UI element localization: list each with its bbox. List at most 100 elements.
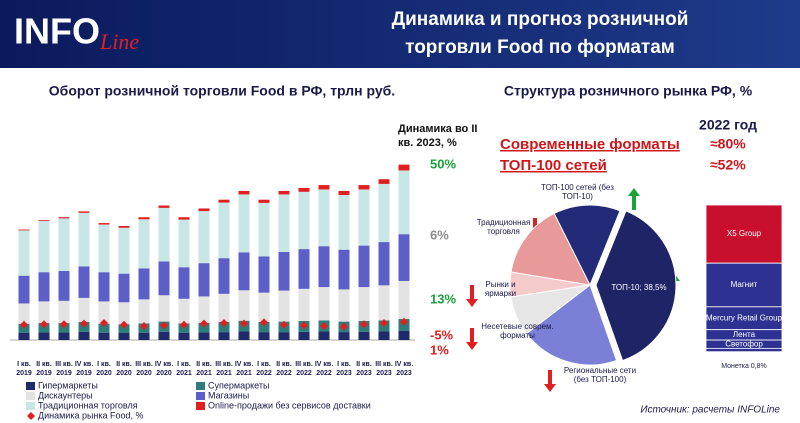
dynamics-marker [320, 322, 328, 330]
bar-segment [118, 332, 130, 340]
dynamics-marker [240, 319, 248, 328]
highlight-value: ≈52% [710, 157, 746, 173]
legend-label: Дискаунтеры [38, 390, 93, 400]
segment-label: Mercury Retail Group [706, 313, 783, 322]
x-tick-label: III кв. 2019 [55, 361, 73, 377]
dynamics-marker [120, 320, 128, 329]
segment-label: Монетка 0,8% [721, 363, 767, 370]
bar-segment [178, 298, 190, 324]
bar-segment [178, 332, 190, 340]
column-segment [705, 262, 783, 308]
x-tick-label: I кв. 2022 [256, 361, 272, 377]
bar-segment [318, 185, 330, 190]
bar-segment [78, 211, 90, 213]
bar-segment [58, 332, 70, 340]
bar-segment [58, 217, 70, 219]
bar-segment [138, 299, 150, 324]
bar-segment [98, 224, 110, 273]
dynamics-marker [340, 322, 348, 331]
segment-label: Магнит [731, 280, 758, 289]
dynamics-marker [400, 317, 408, 326]
pie-slice [510, 212, 591, 286]
bar-segment [58, 218, 70, 272]
highlight-value: ≈80% [710, 136, 746, 152]
x-tick-label: I кв. 2023 [336, 361, 352, 377]
bar-segment [78, 266, 90, 298]
x-tick-label: I кв. 2019 [16, 361, 32, 377]
bar-segment [198, 263, 210, 297]
bar-segment [258, 292, 270, 322]
bar-segment [298, 331, 310, 340]
bar-segment [238, 252, 250, 291]
dynamics-marker [40, 320, 48, 329]
bar-segment [278, 194, 290, 253]
bar-segment [378, 285, 390, 321]
bar-segment [98, 301, 110, 324]
x-tick-label: II кв. 2021 [196, 361, 212, 377]
bar-segment [98, 223, 110, 225]
slice-label: Традиционная торговля [476, 218, 531, 236]
bar-segment [378, 331, 390, 340]
bar-segment [238, 290, 250, 321]
bar-segment [378, 183, 390, 243]
bar-segment [218, 293, 230, 322]
pie-slice [553, 204, 621, 287]
bar-segment [398, 330, 410, 340]
x-tick-label: II кв. 2020 [116, 361, 132, 377]
bar-segment [58, 271, 70, 301]
bar-segment [178, 267, 190, 299]
dynamics-marker [300, 321, 308, 330]
bar-segment [358, 245, 370, 288]
dynamics-marker [180, 320, 188, 329]
segment-label: X5 Group [727, 229, 762, 238]
chart-title: Структура розничного рынка РФ, % [504, 83, 753, 99]
bar-segment [398, 164, 410, 171]
bar-segment [138, 332, 150, 340]
bar-segment [138, 219, 150, 269]
pie-slice [595, 210, 677, 362]
bar-segment [38, 301, 50, 324]
highlight-label: Современные форматы [500, 136, 680, 153]
legend-swatch [27, 412, 35, 420]
dynamics-marker [260, 318, 268, 327]
bar-segment [18, 275, 30, 304]
bar-segment [98, 323, 110, 333]
bar-segment [278, 190, 290, 195]
bar-segment [258, 199, 270, 203]
dynamics-marker [80, 319, 88, 328]
segment-label: Лента [733, 330, 756, 339]
bar-segment [198, 208, 210, 212]
dynamics-marker [100, 319, 108, 327]
segment-label: Светофор [725, 339, 763, 348]
chart-title: 2022 год [699, 117, 757, 133]
bar-segment [38, 272, 50, 302]
bar-segment [118, 302, 130, 325]
bar-segment [18, 229, 30, 231]
source: Источник: расчеты INFOLine [640, 405, 780, 416]
dynamics-marker [360, 320, 368, 329]
bar-segment [178, 217, 190, 220]
bar-segment [238, 331, 250, 340]
bar-segment [258, 256, 270, 293]
bar-segment [158, 331, 170, 340]
bar-segment [378, 179, 390, 184]
annotation: -5% [430, 327, 454, 342]
bar-segment [338, 249, 350, 290]
bar-segment [218, 202, 230, 259]
bar-segment [358, 189, 370, 246]
annotation: 13% [430, 291, 456, 306]
bar-segment [18, 230, 30, 276]
bar-segment [318, 331, 330, 340]
bar-segment [338, 190, 350, 196]
dynamics-marker [140, 322, 148, 330]
x-tick-label: II кв. 2019 [36, 361, 52, 377]
legend-swatch [26, 402, 35, 410]
column-segment [705, 204, 783, 264]
slice-label: ТОП-100 сетей (без ТОП-10) [541, 183, 614, 201]
bar-segment [298, 288, 310, 321]
annotation: 1% [430, 342, 449, 357]
chart-title: Оборот розничной торговли Food в РФ, трл… [49, 83, 395, 99]
bar-segment [298, 188, 310, 192]
